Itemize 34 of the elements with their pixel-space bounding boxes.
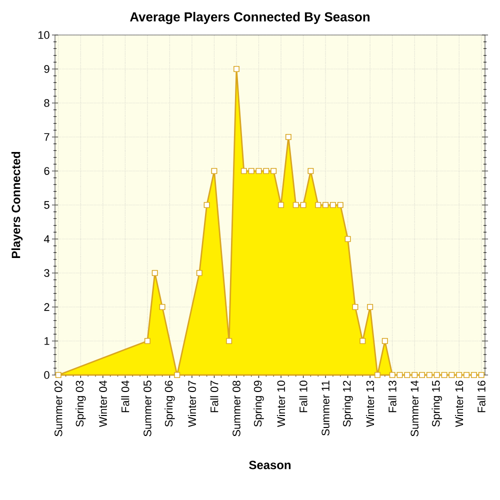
y-tick-label: 9 <box>44 65 50 73</box>
x-tick-label: Summer 11 <box>322 380 330 436</box>
x-tick-label: Summer 08 <box>232 380 240 436</box>
y-tick-label: 5 <box>44 201 50 209</box>
y-tick-label: 7 <box>44 133 50 141</box>
y-tick-label: 1 <box>44 337 50 345</box>
x-tick-label: Winter 16 <box>455 380 464 428</box>
x-tick-label: Summer 02 <box>54 380 62 436</box>
x-tick-label: Fall 04 <box>121 380 130 412</box>
x-tick-label: Summer 14 <box>410 380 418 436</box>
x-axis-title: Season <box>249 460 291 470</box>
y-axis-title: Players Connected <box>11 152 23 258</box>
x-tick-label: Fall 10 <box>299 380 308 412</box>
x-tick-label: Winter 13 <box>366 380 374 428</box>
y-tick-label: 2 <box>44 303 50 311</box>
chart-title: Average Players Connected By Season <box>130 12 370 24</box>
x-tick-label: Winter 07 <box>188 380 196 428</box>
y-tick-label: 3 <box>44 269 50 277</box>
x-tick-label: Fall 07 <box>210 380 218 412</box>
x-tick-label: Fall 16 <box>477 380 486 412</box>
x-tick-label: Spring 15 <box>432 380 442 427</box>
y-tick-label: 6 <box>44 167 50 175</box>
y-tick-label: 4 <box>44 235 50 243</box>
x-tick-label: Spring 12 <box>342 380 353 427</box>
x-tick-label: Fall 13 <box>388 380 396 412</box>
x-tick-label: Winter 04 <box>98 380 107 428</box>
y-tick-label: 8 <box>44 99 50 107</box>
y-tick-label: 0 <box>44 371 50 379</box>
x-tick-label: Winter 10 <box>276 380 286 428</box>
x-tick-label: Spring 03 <box>76 380 86 427</box>
x-tick-label: Summer 05 <box>144 380 152 436</box>
x-tick-label: Spring 06 <box>164 380 175 427</box>
y-tick-label: 10 <box>38 31 50 39</box>
x-tick-label: Spring 09 <box>254 380 264 427</box>
